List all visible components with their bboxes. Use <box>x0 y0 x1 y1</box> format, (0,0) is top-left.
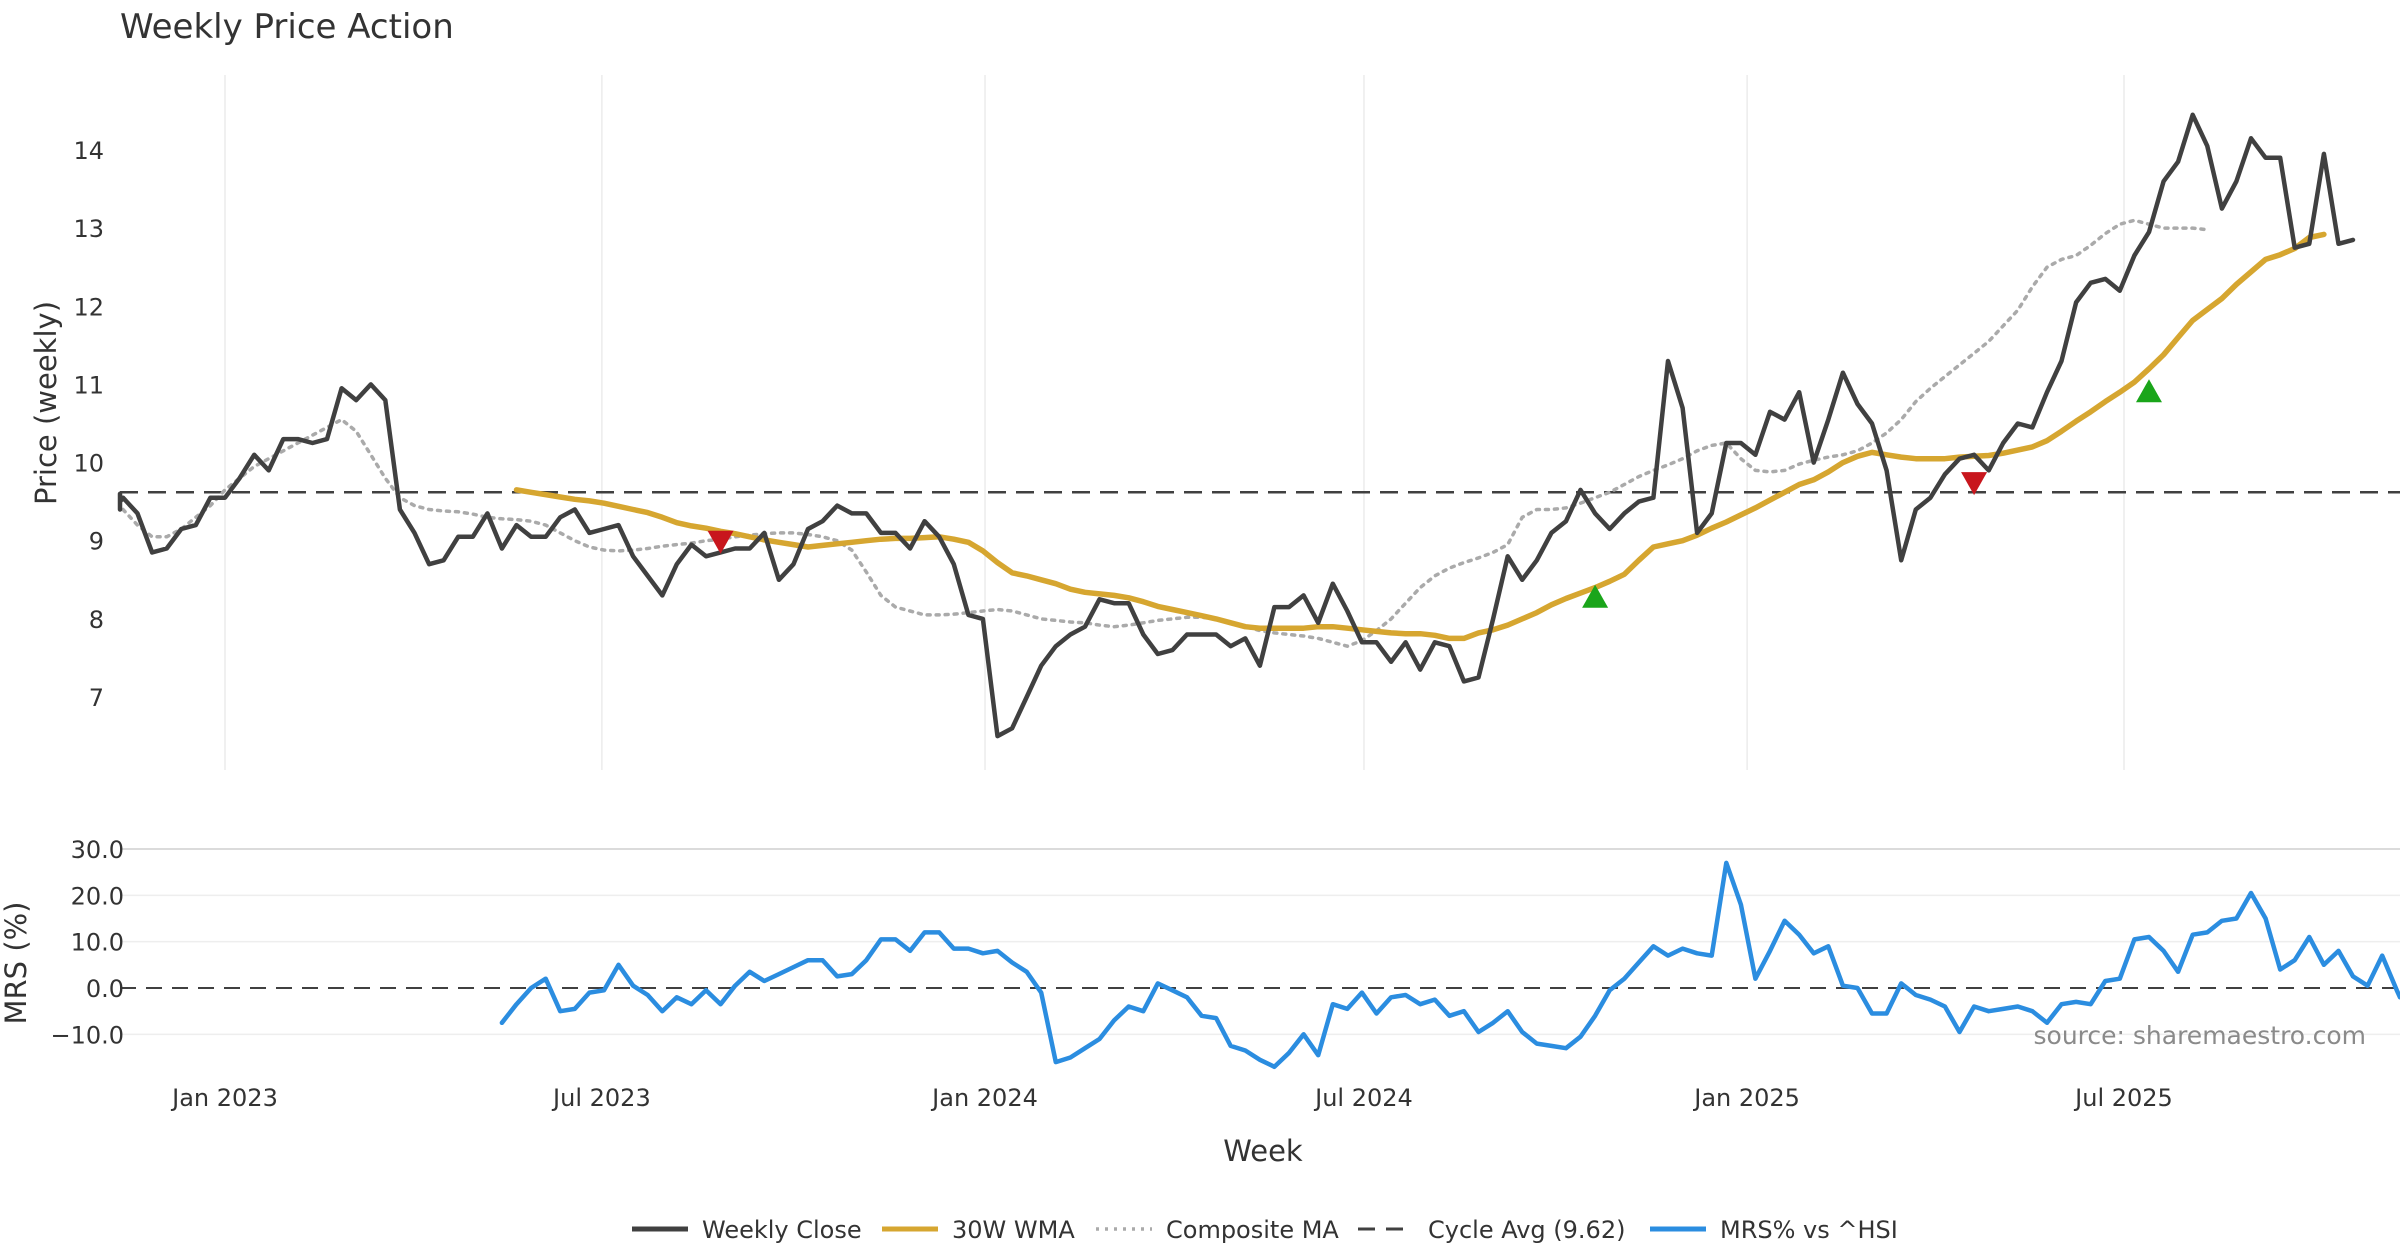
composite-ma-line <box>121 218 2210 648</box>
x-tick-label: Jul 2025 <box>2073 1084 2173 1112</box>
30w-wma-line <box>513 231 2327 642</box>
mrs-y-tick-label: 10.0 <box>71 929 124 957</box>
x-tick-label: Jul 2024 <box>1313 1084 1413 1112</box>
mrs-y-tick-label: −10.0 <box>50 1021 124 1049</box>
legend: Weekly Close 30W WMA Composite MA Cycle Avg… <box>632 1216 1898 1244</box>
sell-signal-marker <box>1961 472 1988 496</box>
price-y-ticks: 7 8 9 10 11 12 13 14 <box>73 137 104 712</box>
mrs-y-tick-label: 20.0 <box>71 882 124 910</box>
buy-signal-marker <box>1582 584 1609 608</box>
mrs-y-tick-label: 30.0 <box>71 836 124 864</box>
mrs-grid <box>120 848 2400 1036</box>
price-y-tick-label: 11 <box>73 371 104 399</box>
price-y-tick-label: 8 <box>89 606 104 634</box>
x-tick-label: Jan 2024 <box>930 1084 1038 1112</box>
x-tick-label: Jan 2025 <box>1692 1084 1800 1112</box>
mrs-y-axis-label: MRS (%) <box>0 902 33 1025</box>
price-y-tick-label: 14 <box>73 137 104 165</box>
sell-signal-marker <box>707 530 734 554</box>
price-y-axis-label: Price (weekly) <box>29 301 63 505</box>
mrs-y-ticks: 30.0 20.0 10.0 0.0 −10.0 <box>50 836 124 1049</box>
weekly-close-line <box>117 112 2356 739</box>
price-y-tick-label: 12 <box>73 293 104 321</box>
signal-markers <box>707 379 2162 608</box>
price-grid <box>224 75 2125 770</box>
mrs-y-tick-label: 0.0 <box>86 975 124 1003</box>
legend-label: Composite MA <box>1166 1216 1339 1244</box>
source-note: source: sharemaestro.com <box>2034 1021 2367 1050</box>
buy-signal-marker <box>2135 379 2162 403</box>
x-axis-label: Week <box>1223 1134 1303 1168</box>
legend-label: 30W WMA <box>952 1216 1075 1244</box>
legend-label: Cycle Avg (9.62) <box>1428 1216 1625 1244</box>
price-y-tick-label: 10 <box>73 450 104 478</box>
chart-title: Weekly Price Action <box>120 7 454 47</box>
price-series-group <box>117 112 2356 739</box>
price-y-tick-label: 13 <box>73 215 104 243</box>
price-y-tick-label: 7 <box>89 684 104 712</box>
mrs-series-group <box>499 860 2400 1070</box>
x-axis-ticks: Jan 2023 Jul 2023 Jan 2024 Jul 2024 Jan 2025… <box>170 1084 2173 1112</box>
legend-label: Weekly Close <box>702 1216 862 1244</box>
x-tick-label: Jan 2023 <box>170 1084 278 1112</box>
x-tick-label: Jul 2023 <box>551 1084 651 1112</box>
price-y-tick-label: 9 <box>89 528 104 556</box>
legend-label: MRS% vs ^HSI <box>1720 1216 1898 1244</box>
mrs-line <box>499 860 2400 1070</box>
